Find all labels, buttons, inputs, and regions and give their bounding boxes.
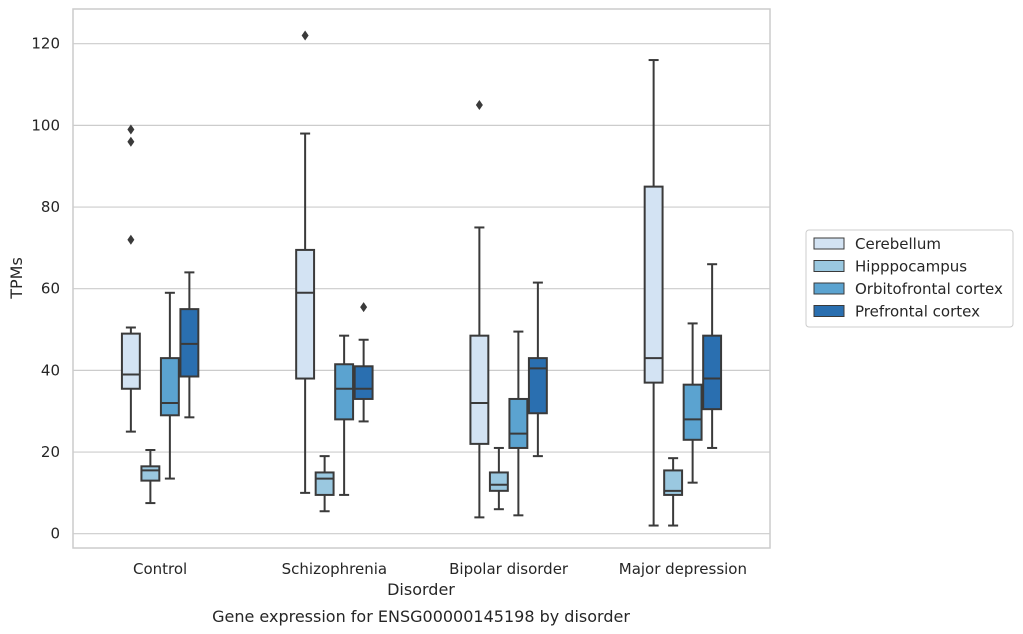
box-3-3-rect — [702, 334, 723, 411]
legend-label-0: Cerebellum — [855, 235, 941, 253]
box-1-1-rect — [314, 471, 335, 496]
legend-frame — [805, 229, 1014, 328]
box-1-0-outlier-0 — [301, 30, 309, 41]
y-tick-label-120: 120 — [31, 35, 60, 53]
y-tick-labels: 0 20 40 60 80 100 120 — [31, 35, 60, 543]
legend-swatch-1 — [813, 260, 845, 272]
x-tick-labels: Control Schizophrenia Bipolar disorder Majo… — [133, 560, 747, 578]
box-2-0-outlier-0 — [475, 99, 483, 110]
box-0-0-rect — [120, 332, 141, 390]
legend: Cerebellum Hipppocampus Orbitofrontal cort… — [805, 229, 1014, 328]
box-1-2-rect — [334, 363, 355, 421]
box-0-0-outlier-2 — [127, 124, 135, 135]
box-3-2-rect — [682, 383, 703, 441]
legend-label-3: Prefrontal cortex — [855, 303, 980, 321]
box-2-1-rect — [488, 471, 509, 492]
legend-label-1: Hipppocampus — [855, 258, 967, 276]
box-0-0-outlier-1 — [127, 136, 135, 147]
plot-frame — [72, 8, 771, 549]
x-tick-label-3: Major depression — [619, 560, 747, 578]
y-tick-label-40: 40 — [41, 361, 60, 379]
box-1-0-rect — [295, 248, 316, 380]
box-1-3-outlier-0 — [360, 302, 368, 313]
box-2-3-rect — [527, 357, 548, 415]
box-0-1-rect — [140, 465, 161, 482]
legend-label-2: Orbitofrontal cortex — [855, 280, 1003, 298]
box-1-3-rect — [353, 365, 374, 400]
y-tick-label-60: 60 — [41, 280, 60, 298]
box-2-2-rect — [508, 397, 529, 449]
box-0-0-outlier-0 — [127, 234, 135, 245]
y-tick-label-20: 20 — [41, 443, 60, 461]
box-3-0-rect — [643, 185, 664, 384]
box-3-1-rect — [663, 469, 684, 496]
x-axis-label: Disorder — [387, 580, 455, 599]
x-tick-label-1: Schizophrenia — [282, 560, 387, 578]
boxes-layer — [120, 30, 723, 527]
x-tick-label-2: Bipolar disorder — [449, 560, 569, 578]
y-axis-label: TPMs — [7, 257, 26, 300]
chart-caption: Gene expression for ENSG00000145198 by d… — [212, 607, 630, 626]
legend-swatch-3 — [813, 305, 845, 317]
x-tick-label-0: Control — [133, 560, 187, 578]
box-2-0-rect — [469, 334, 490, 445]
legend-swatch-2 — [813, 282, 845, 295]
y-tick-label-80: 80 — [41, 198, 60, 216]
legend-swatch-0 — [813, 237, 845, 250]
y-tick-label-0: 0 — [50, 525, 60, 543]
box-0-2-rect — [159, 357, 180, 417]
plot-area — [73, 9, 770, 548]
y-tick-label-100: 100 — [31, 116, 60, 134]
box-0-3-rect — [179, 308, 200, 378]
